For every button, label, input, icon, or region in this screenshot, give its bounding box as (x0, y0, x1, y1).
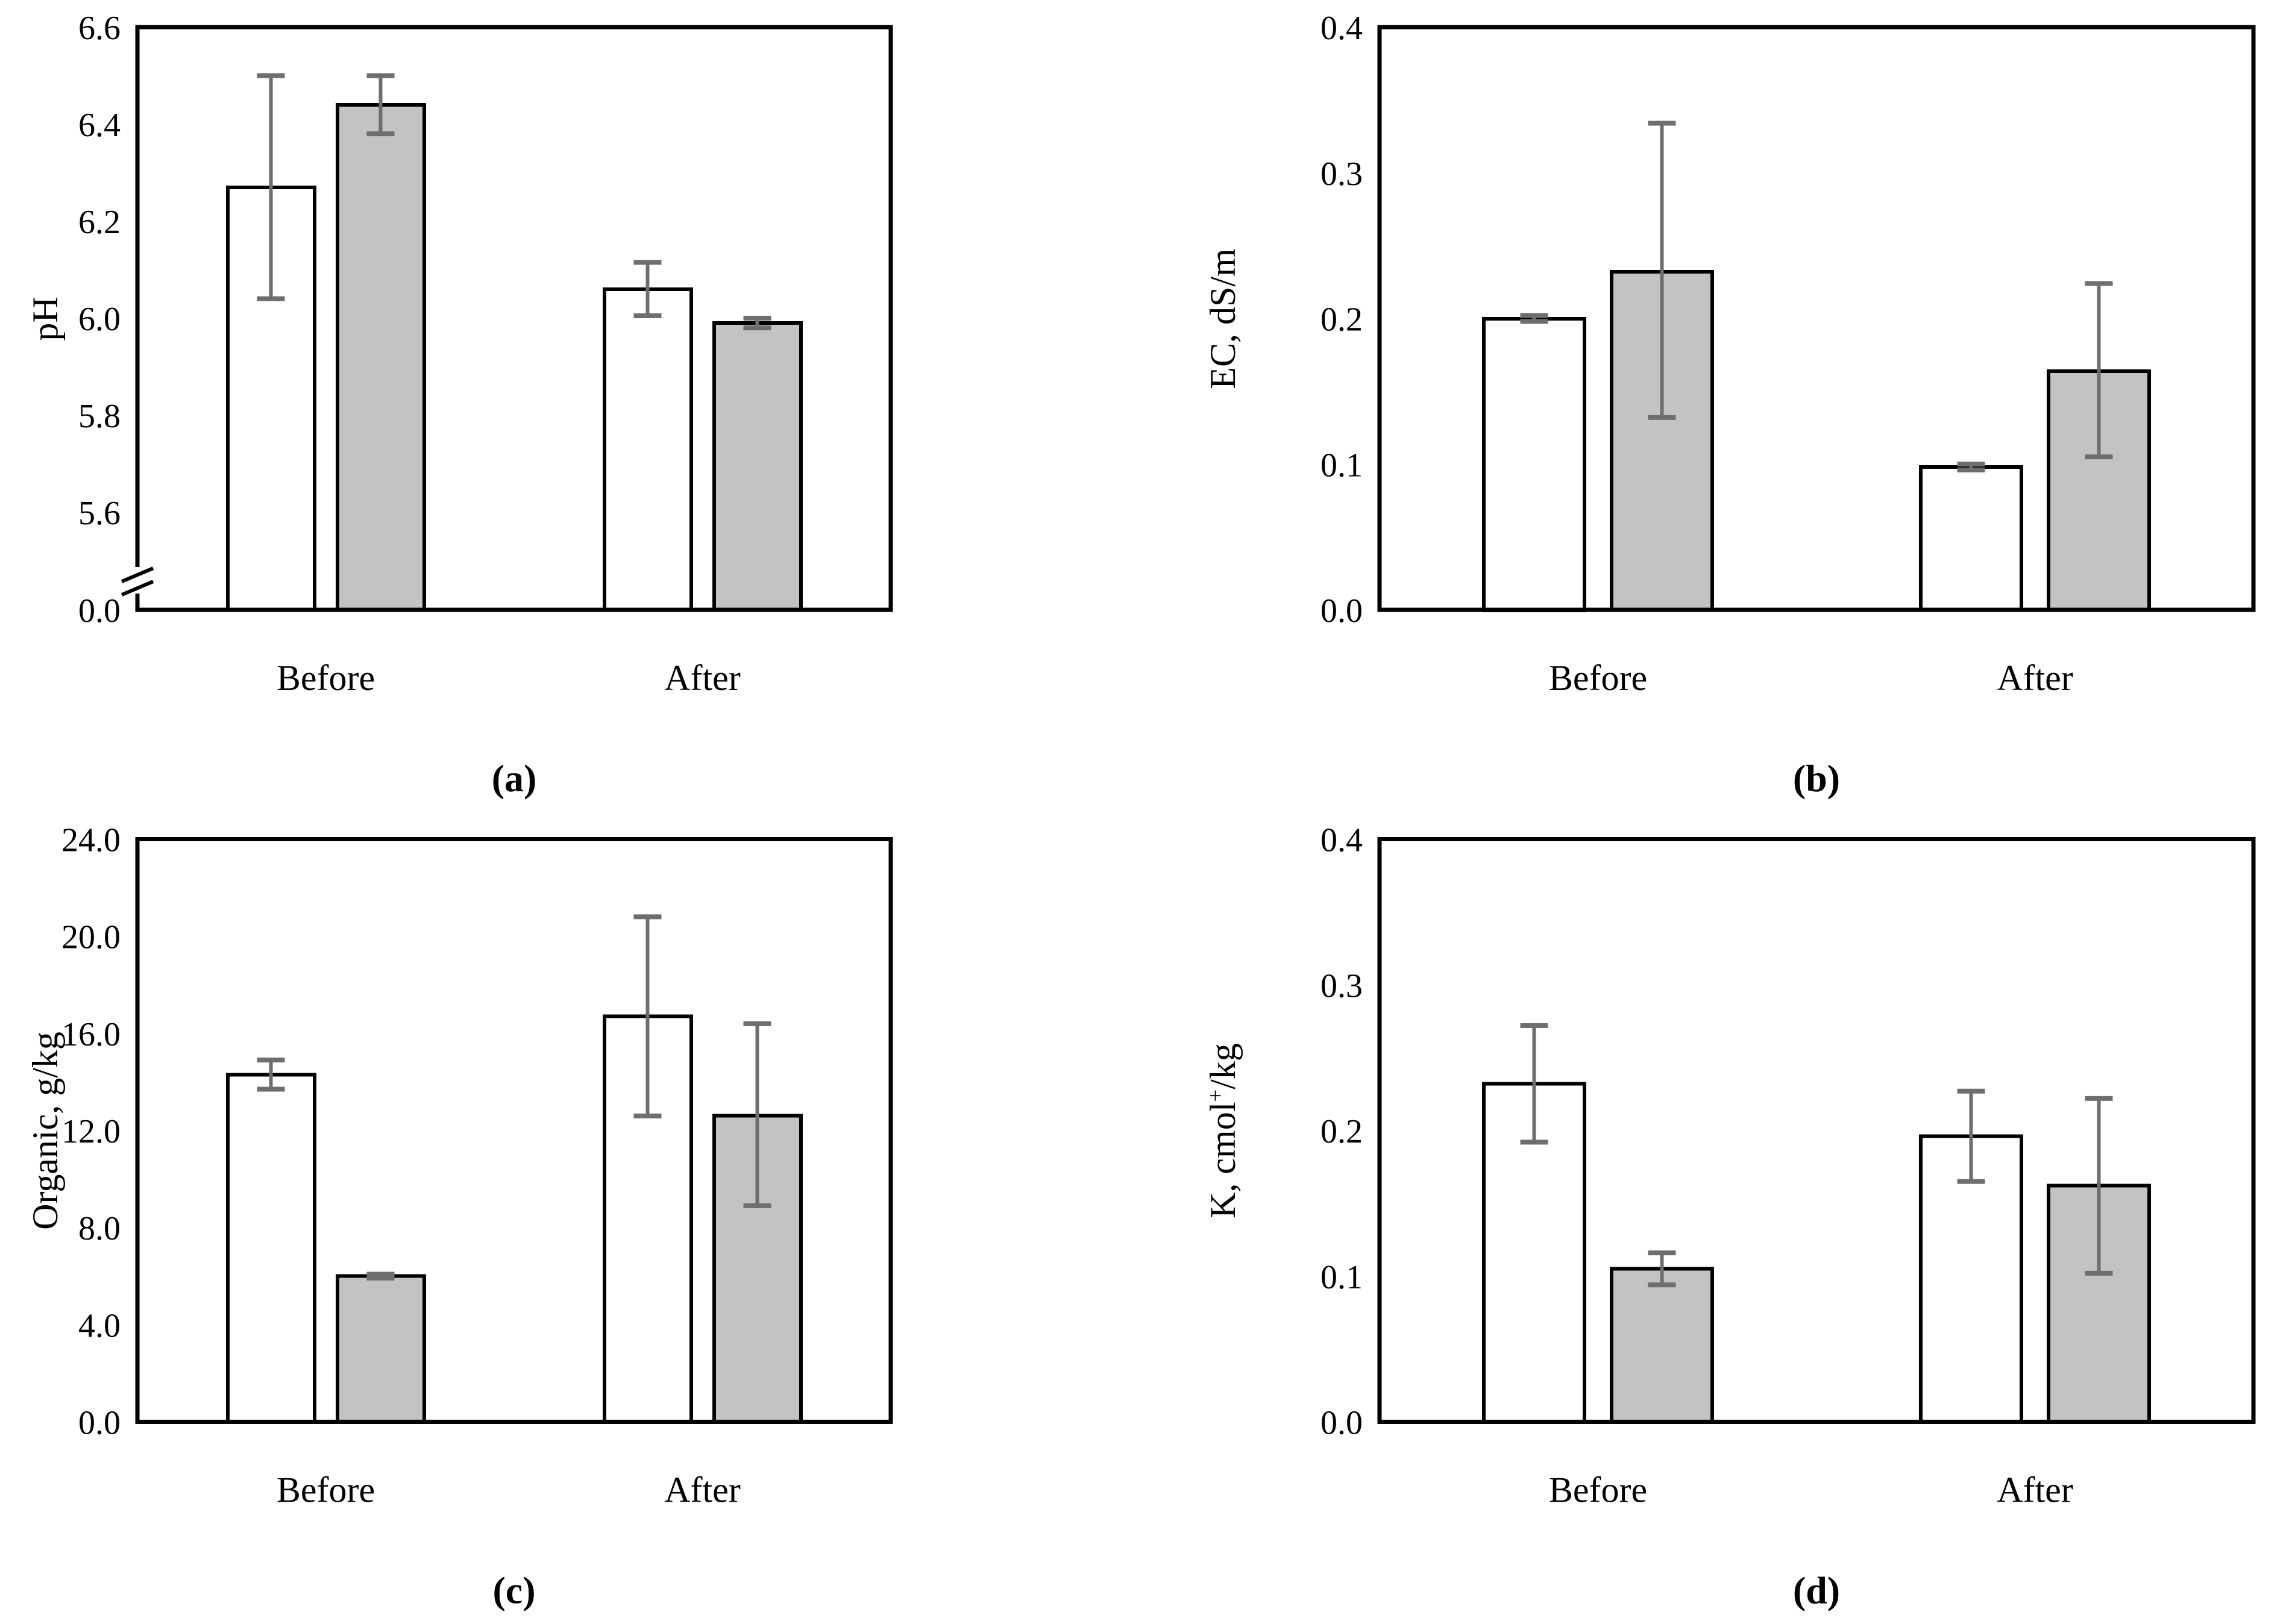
panel-caption: (d) (1793, 1569, 1840, 1612)
plot-frame (135, 25, 893, 612)
y-tick-label: 0.3 (1320, 155, 1363, 193)
chart-a: 6.6 6.4 6.2 6.0 5.8 5.6 0.0 Before After pH (a) (25, 10, 893, 800)
y-tick-label: 4.0 (78, 1307, 121, 1344)
y-tick-label: 24.0 (61, 822, 121, 859)
chart-b: 0.4 0.3 0.2 0.1 0.0 Before After EC, dS/m (b) (1203, 10, 2256, 800)
y-tick-label: 8.0 (78, 1210, 121, 1247)
y-tick-label: 6.6 (78, 10, 121, 47)
chart-d: 0.4 0.3 0.2 0.1 0.0 Before After K, cmol+/kg (d) (1203, 822, 2256, 1612)
open-white-bar (603, 287, 693, 612)
y-axis-label: Organic, g/kg (25, 1032, 65, 1230)
x-category-label: Before (277, 658, 375, 698)
y-tick-label: 0.0 (78, 1405, 121, 1442)
shaded-gray-bar (1610, 270, 1714, 612)
chart-panel-a: 6.6 6.4 6.2 6.0 5.8 5.6 0.0 Before After pH (a) (0, 0, 1144, 812)
axis-break-mark (121, 580, 154, 597)
y-tick-label: 20.0 (61, 919, 121, 956)
y-tick-label: 0.1 (1320, 447, 1363, 484)
open-white-bar (226, 1073, 316, 1424)
y-tick-label: 5.8 (78, 398, 121, 435)
y-tick-label: 6.2 (78, 204, 121, 241)
x-category-label: After (664, 658, 741, 698)
x-category-label: After (664, 1470, 741, 1510)
y-tick-label: 0.4 (1320, 10, 1363, 47)
y-tick-label: 0.4 (1320, 822, 1363, 859)
open-white-bar (1482, 317, 1586, 612)
panel-caption: (a) (492, 757, 537, 800)
shaded-gray-bar (336, 103, 426, 612)
x-category-label: After (1997, 1470, 2073, 1510)
chart-panel-c: 24.0 20.0 16.0 12.0 8.0 4.0 0.0 Before After Orga… (0, 812, 1144, 1624)
chart-panel-b: 0.4 0.3 0.2 0.1 0.0 Before After EC, dS/m (b) (1144, 0, 2289, 812)
y-tick-label: 16.0 (61, 1016, 121, 1053)
y-tick-label: 0.0 (1320, 592, 1363, 630)
panel-caption: (b) (1793, 757, 1840, 800)
plot-frame (1377, 837, 2256, 1424)
y-tick-label: 0.0 (1320, 1405, 1363, 1442)
chart-panel-d: 0.4 0.3 0.2 0.1 0.0 Before After K, cmol+/kg (d) (1144, 812, 2289, 1624)
shaded-gray-bar (1610, 1267, 1714, 1424)
x-category-label: Before (1549, 658, 1647, 698)
shaded-gray-bar (712, 321, 803, 612)
y-axis-label: K, cmol+/kg (1203, 1043, 1243, 1218)
y-tick-label: 0.1 (1320, 1259, 1363, 1296)
y-tick-label: 0.0 (78, 592, 121, 630)
x-category-label: After (1997, 658, 2073, 698)
y-tick-label: 0.3 (1320, 967, 1363, 1005)
y-axis-label: EC, dS/m (1203, 248, 1243, 389)
y-tick-label: 0.2 (1320, 301, 1363, 339)
y-tick-label: 0.2 (1320, 1113, 1363, 1150)
plot-frame (1377, 25, 2256, 612)
y-axis-label: pH (25, 296, 65, 340)
y-tick-label: 5.6 (78, 495, 121, 532)
y-tick-label: 6.4 (78, 107, 121, 144)
x-category-label: Before (277, 1470, 375, 1510)
x-category-label: Before (1549, 1470, 1647, 1510)
y-tick-label: 12.0 (61, 1113, 121, 1150)
shaded-gray-bar (336, 1274, 426, 1424)
y-tick-label: 6.0 (78, 301, 121, 338)
plot-frame (135, 837, 893, 1424)
open-white-bar (1919, 465, 2023, 612)
panel-caption: (c) (492, 1569, 535, 1612)
chart-c: 24.0 20.0 16.0 12.0 8.0 4.0 0.0 Before After Orga… (25, 822, 893, 1612)
axis-break-mark (121, 566, 154, 583)
